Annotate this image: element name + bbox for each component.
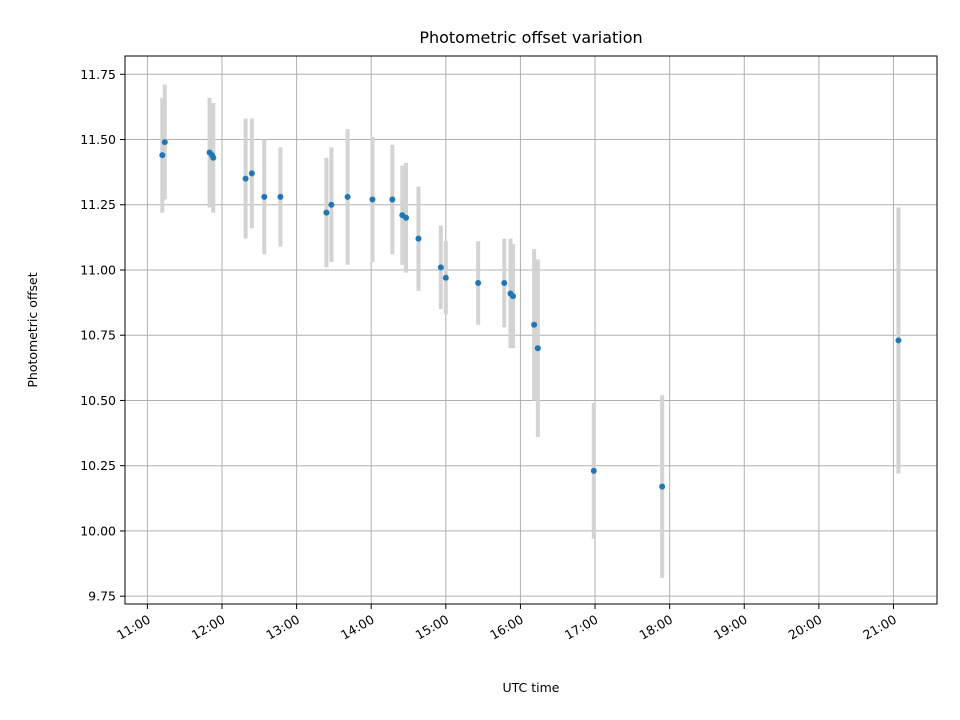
data-point (328, 201, 335, 208)
x-tick-label: 17:00 (562, 612, 601, 643)
y-tick-label: 11.75 (80, 67, 116, 82)
y-tick-label: 9.75 (88, 589, 116, 604)
data-point (248, 170, 255, 177)
y-tick-label: 11.50 (80, 132, 116, 147)
data-point (534, 345, 541, 352)
data-point (210, 154, 217, 161)
data-point (261, 193, 268, 200)
y-tick-label: 10.00 (80, 523, 116, 538)
data-point (242, 175, 249, 182)
data-point (659, 483, 666, 490)
y-tick-label: 11.25 (80, 197, 116, 212)
errorbar-layer (160, 84, 901, 578)
data-point (501, 280, 508, 287)
x-tick-label: 20:00 (786, 612, 825, 643)
data-point (895, 337, 902, 344)
data-point (323, 209, 330, 216)
data-point (437, 264, 444, 271)
x-tick-label: 15:00 (413, 612, 452, 643)
grid-layer (125, 56, 937, 604)
plot-frame (124, 55, 938, 605)
y-tick-label: 11.00 (80, 262, 116, 277)
data-point (531, 321, 538, 328)
y-tick-label: 10.75 (80, 328, 116, 343)
data-point (509, 293, 516, 300)
data-point (590, 467, 597, 474)
y-tick-label: 10.25 (80, 458, 116, 473)
data-point (369, 196, 376, 203)
y-tick-label: 10.50 (80, 393, 116, 408)
x-tick-label: 12:00 (189, 612, 228, 643)
y-axis-label: Photometric offset (25, 272, 40, 387)
data-point (159, 152, 166, 159)
x-axis-label: UTC time (503, 680, 560, 695)
data-point (344, 193, 351, 200)
chart-title: Photometric offset variation (419, 28, 642, 47)
data-point (475, 280, 482, 287)
tick-layer: 11:00 12:00 13:00 14:00 15:00 16:00 17:00 18:00… (80, 67, 899, 643)
x-tick-label: 21:00 (860, 612, 899, 643)
x-tick-label: 13:00 (263, 612, 302, 643)
x-tick-label: 16:00 (487, 612, 526, 643)
data-point (403, 214, 410, 221)
data-point (161, 139, 168, 146)
data-point (442, 274, 449, 281)
x-tick-label: 19:00 (711, 612, 750, 643)
point-layer (159, 139, 902, 490)
data-point (389, 196, 396, 203)
data-point (277, 193, 284, 200)
x-tick-label: 14:00 (338, 612, 377, 643)
data-point (415, 235, 422, 242)
x-tick-label: 18:00 (636, 612, 675, 643)
x-tick-label: 11:00 (114, 612, 153, 643)
